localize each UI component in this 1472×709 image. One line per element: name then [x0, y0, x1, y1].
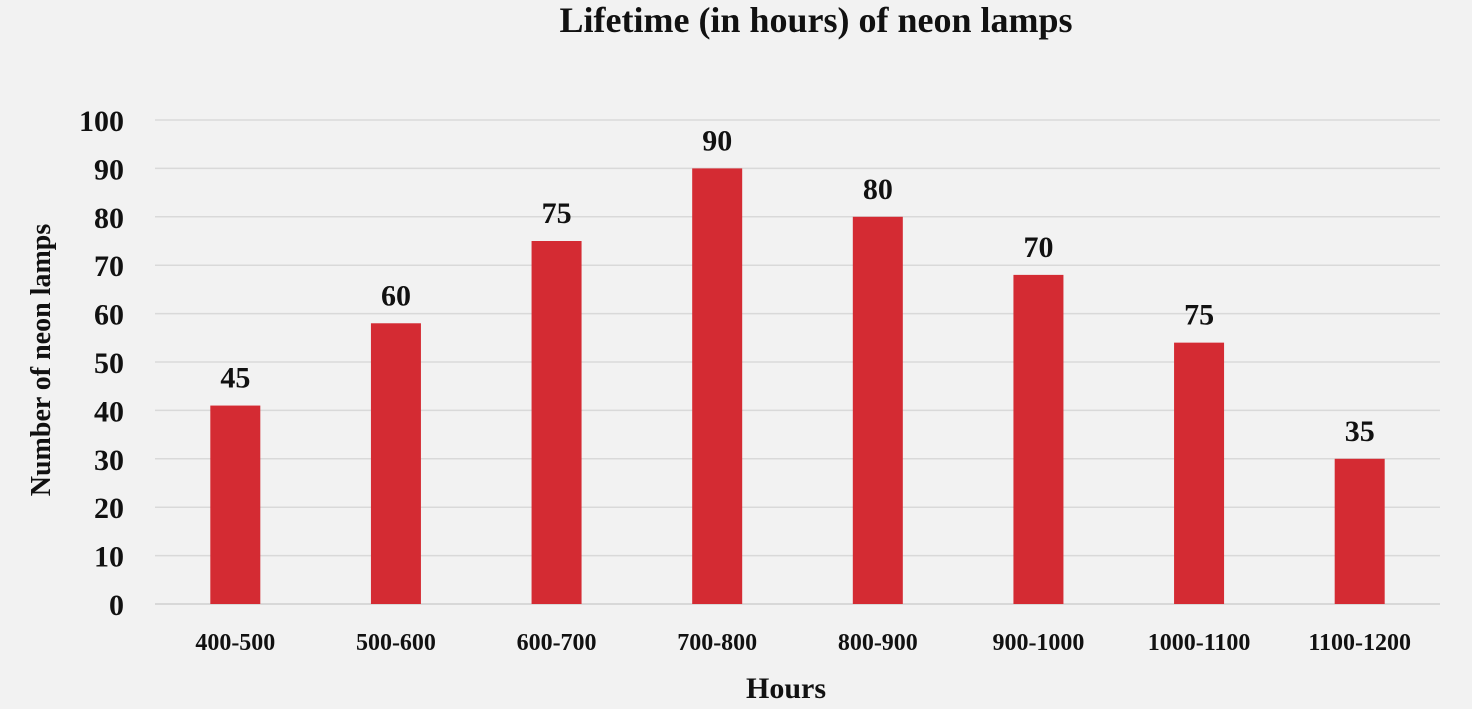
data-label: 45 [220, 362, 250, 395]
bar [1013, 274, 1064, 604]
x-axis-ticks: 400-500 500-600 600-700 700-800 800-900 900-1… [195, 630, 1411, 656]
y-tick-label: 30 [94, 444, 124, 477]
y-axis-label: Number of neon lamps [26, 224, 57, 497]
x-tick-label: 800-900 [838, 630, 918, 656]
x-tick-label: 500-600 [356, 630, 436, 656]
bar [1174, 342, 1225, 604]
x-tick-label: 700-800 [677, 630, 757, 656]
data-label: 35 [1345, 415, 1375, 448]
gridlines [155, 119, 1440, 605]
bar [1334, 458, 1385, 604]
y-axis-ticks: 0 10 20 30 40 50 60 70 80 90 100 [79, 105, 124, 622]
bar [210, 405, 261, 604]
x-tick-label: 600-700 [517, 630, 597, 656]
y-tick-label: 50 [94, 347, 124, 380]
data-labels: 45 60 75 90 80 70 75 35 [220, 124, 1374, 447]
bars [210, 168, 1385, 605]
y-tick-label: 10 [94, 541, 124, 574]
y-tick-label: 80 [94, 202, 124, 235]
x-tick-label: 1100-1200 [1308, 630, 1411, 656]
data-label: 70 [1023, 231, 1053, 264]
data-label: 75 [1184, 299, 1214, 332]
y-tick-label: 20 [94, 492, 124, 525]
x-tick-label: 400-500 [195, 630, 275, 656]
bar [692, 168, 743, 604]
y-tick-label: 40 [94, 395, 124, 428]
y-tick-label: 70 [94, 250, 124, 283]
x-tick-label: 1000-1100 [1148, 630, 1251, 656]
chart-title: Lifetime (in hours) of neon lamps [560, 0, 1073, 40]
data-label: 90 [702, 124, 732, 157]
data-label: 80 [863, 173, 893, 206]
bar [370, 323, 421, 604]
y-tick-label: 90 [94, 153, 124, 186]
y-tick-label: 100 [79, 105, 124, 138]
bar [852, 216, 903, 605]
data-label: 75 [542, 197, 572, 230]
data-label: 60 [381, 279, 411, 312]
y-tick-label: 0 [109, 589, 124, 622]
x-axis-label: Hours [746, 672, 826, 704]
x-tick-label: 900-1000 [992, 630, 1084, 656]
y-tick-label: 60 [94, 299, 124, 332]
bar [531, 241, 582, 604]
